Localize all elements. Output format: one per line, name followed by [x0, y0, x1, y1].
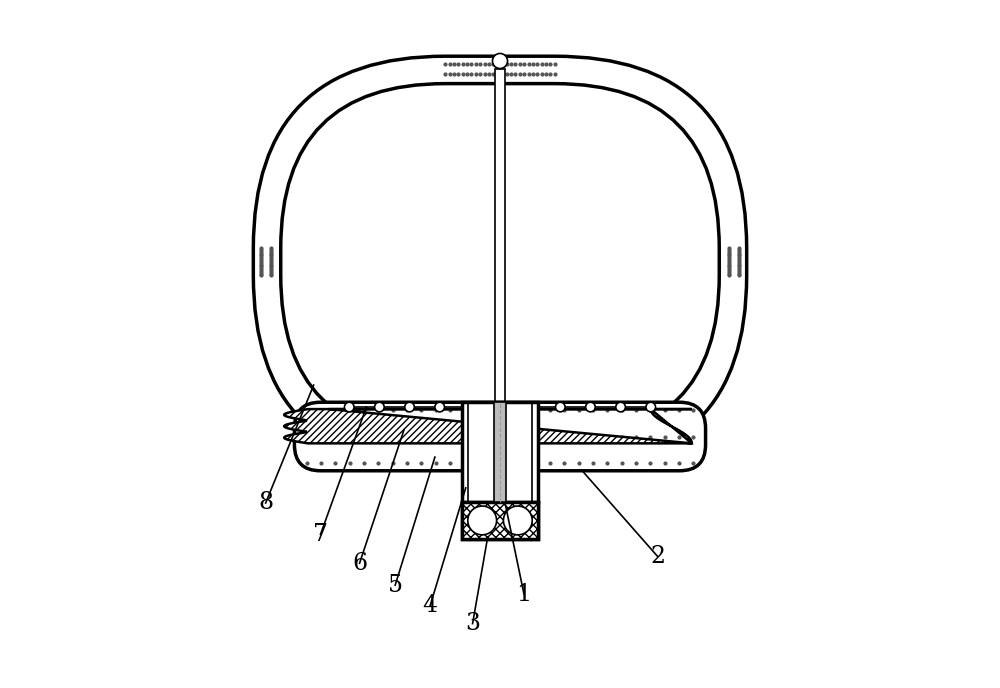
- Text: 2: 2: [650, 545, 665, 568]
- FancyBboxPatch shape: [294, 402, 706, 471]
- Circle shape: [556, 402, 565, 412]
- Text: 1: 1: [516, 583, 532, 605]
- Circle shape: [465, 402, 475, 412]
- Circle shape: [646, 402, 656, 412]
- Circle shape: [586, 402, 595, 412]
- Text: 5: 5: [388, 574, 403, 596]
- Circle shape: [405, 402, 414, 412]
- Bar: [462, 402, 538, 539]
- Text: 4: 4: [423, 594, 438, 617]
- Bar: [494, 402, 506, 502]
- Bar: [495, 69, 505, 406]
- Text: 3: 3: [465, 612, 480, 635]
- Polygon shape: [284, 409, 692, 443]
- FancyBboxPatch shape: [281, 84, 719, 440]
- Circle shape: [492, 54, 508, 69]
- Text: 8: 8: [258, 491, 273, 515]
- Circle shape: [468, 506, 497, 535]
- Circle shape: [616, 402, 625, 412]
- Circle shape: [525, 402, 535, 412]
- Circle shape: [344, 402, 354, 412]
- Text: 6: 6: [352, 552, 367, 574]
- Circle shape: [435, 402, 444, 412]
- Circle shape: [495, 402, 505, 412]
- Text: 7: 7: [313, 523, 328, 546]
- Circle shape: [503, 506, 532, 535]
- FancyBboxPatch shape: [253, 56, 747, 467]
- Bar: [462, 502, 538, 539]
- Circle shape: [375, 402, 384, 412]
